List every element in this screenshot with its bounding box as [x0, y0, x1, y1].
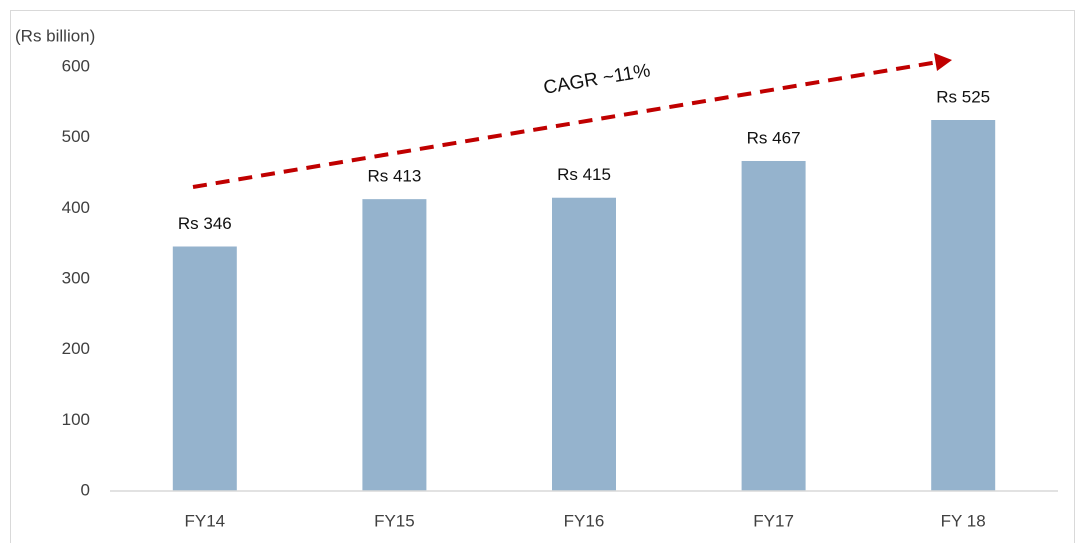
x-tick-label: FY 18: [941, 511, 986, 530]
y-tick-label: 500: [62, 127, 90, 146]
trend-arrow: [192, 60, 939, 189]
value-label: Rs 525: [936, 87, 990, 106]
y-tick-label: 0: [81, 480, 90, 499]
x-tick-label: FY17: [753, 511, 794, 530]
y-tick-label: 400: [62, 198, 90, 217]
value-label: Rs 467: [747, 128, 801, 147]
y-tick-label: 200: [62, 339, 90, 358]
y-tick-label: 300: [62, 268, 90, 287]
value-label: Rs 415: [557, 165, 611, 184]
arrow-head: [934, 53, 952, 71]
value-label: Rs 413: [367, 167, 421, 186]
y-tick-label: 600: [62, 56, 90, 75]
bar: [552, 197, 616, 491]
chart-frame: [10, 10, 1075, 543]
x-tick-label: FY14: [184, 511, 225, 530]
bar: [741, 160, 806, 491]
x-tick-label: FY16: [564, 511, 605, 530]
value-label: Rs 346: [178, 214, 232, 233]
bar: [172, 246, 237, 491]
x-tick-label: FY15: [374, 511, 415, 530]
y-axis-label: (Rs billion): [15, 26, 95, 45]
bar: [362, 199, 427, 491]
y-tick-label: 100: [62, 410, 90, 429]
bar: [931, 120, 996, 491]
annotation: CAGR ~11%: [542, 60, 652, 99]
